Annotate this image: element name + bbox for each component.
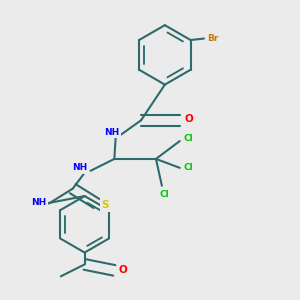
Text: NH: NH	[73, 163, 88, 172]
Text: O: O	[184, 114, 193, 124]
Text: S: S	[102, 200, 109, 210]
Text: NH: NH	[104, 128, 119, 137]
Text: Cl: Cl	[160, 190, 170, 199]
Text: Cl: Cl	[184, 134, 194, 142]
Text: Cl: Cl	[184, 163, 194, 172]
Text: NH: NH	[31, 197, 46, 206]
Text: Br: Br	[207, 34, 219, 43]
Text: O: O	[119, 266, 128, 275]
